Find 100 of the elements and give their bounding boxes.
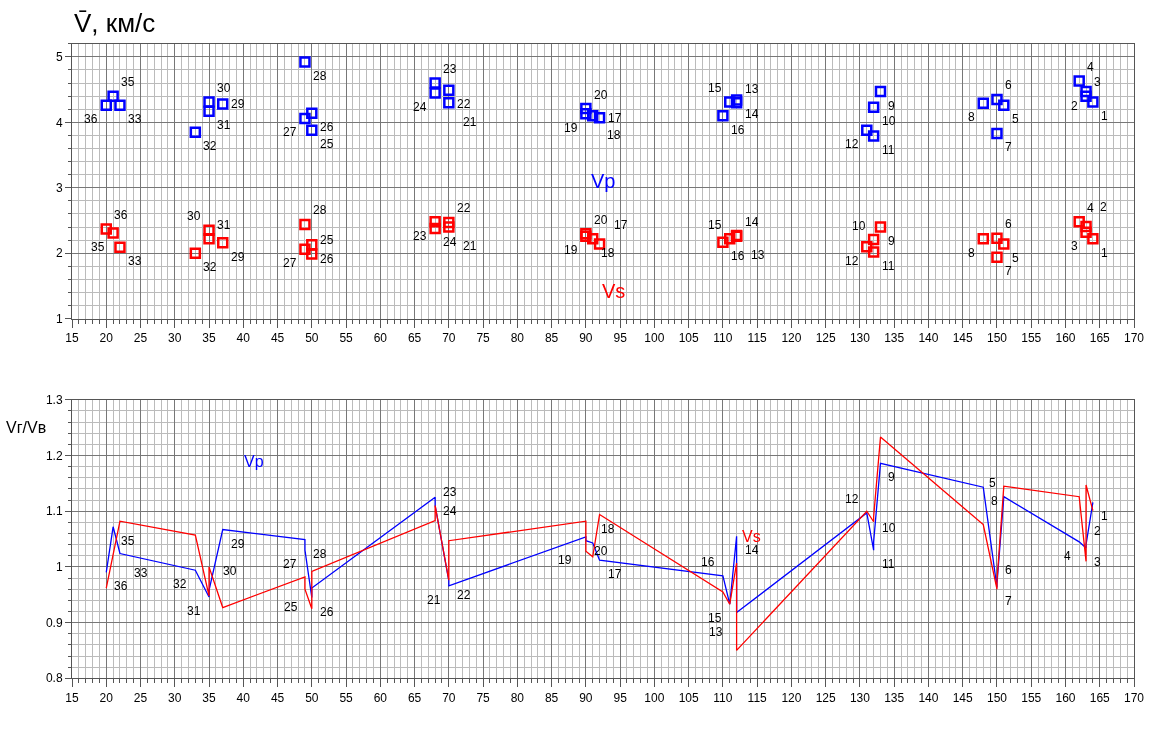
annotation: 28 [313, 69, 327, 83]
annotation: 22 [457, 97, 471, 111]
annotation: 17 [614, 218, 628, 232]
annotation: 33 [128, 254, 142, 268]
annotation: 2 [1100, 200, 1107, 214]
annotation: 30 [223, 564, 237, 578]
annotation: 12 [845, 137, 859, 151]
annotation: 12 [845, 254, 859, 268]
x-tick-label: 45 [270, 331, 285, 346]
annotation: 12 [845, 492, 859, 506]
y-tick-label: 5 [55, 50, 63, 65]
annotation: 36 [114, 579, 128, 593]
annotation: 18 [601, 522, 615, 536]
x-tick-label: 95 [613, 690, 628, 705]
y-tick-label: 3 [55, 180, 63, 195]
annotation: 19 [564, 121, 578, 135]
x-tick-label: 150 [986, 331, 1008, 346]
x-tick-label: 165 [1089, 690, 1111, 705]
annotation: 10 [852, 219, 866, 233]
x-tick-label: 80 [510, 690, 525, 705]
x-tick-label: 85 [544, 690, 559, 705]
annotation: 2 [1071, 99, 1078, 113]
x-tick-label: 50 [305, 331, 319, 346]
annotation: 16 [731, 249, 745, 263]
annotation: 13 [751, 248, 765, 262]
annotation: 16 [701, 555, 715, 569]
annotation: 21 [463, 115, 477, 129]
annotation: 22 [457, 201, 471, 215]
annotation: 31 [187, 604, 201, 618]
x-tick-label: 55 [339, 331, 354, 346]
annotation: 31 [217, 118, 231, 132]
x-tick-label: 170 [1123, 690, 1145, 705]
annotation: 33 [128, 112, 142, 126]
annotation: 14 [745, 215, 759, 229]
annotation: 23 [413, 229, 427, 243]
annotation: 4 [1087, 60, 1094, 74]
x-tick-label: 130 [849, 331, 871, 346]
x-tick-label: 40 [236, 331, 251, 346]
annotation: 35 [91, 240, 105, 254]
series-label: Vs [602, 280, 626, 302]
annotation: 10 [882, 114, 896, 128]
annotation: 19 [558, 553, 572, 567]
annotation: 15 [708, 218, 722, 232]
y-tick-label: 4 [55, 115, 63, 130]
annotation: 11 [882, 143, 895, 157]
annotation: 11 [882, 557, 895, 571]
x-tick-label: 75 [476, 690, 491, 705]
x-tick-label: 120 [781, 690, 802, 705]
annotation: 26 [320, 252, 334, 266]
x-tick-label: 70 [442, 331, 456, 346]
x-tick-label: 25 [133, 331, 148, 346]
x-tick-label: 105 [678, 331, 699, 346]
x-tick-label: 95 [613, 331, 628, 346]
x-tick-label: 150 [986, 690, 1008, 705]
annotation: 29 [231, 250, 245, 264]
annotation: 35 [121, 75, 135, 89]
x-tick-label: 60 [373, 690, 388, 705]
x-tick-label: 30 [168, 331, 182, 346]
x-tick-label: 35 [202, 331, 217, 346]
x-tick-label: 75 [476, 331, 491, 346]
annotation: 5 [1012, 112, 1019, 126]
annotation: 35 [121, 534, 135, 548]
x-tick-label: 60 [373, 331, 388, 346]
annotation: 6 [1005, 78, 1012, 92]
annotation: 17 [608, 567, 622, 581]
annotation: 26 [320, 605, 334, 619]
annotation: 2 [1094, 524, 1101, 538]
annotation: 31 [217, 218, 231, 232]
annotation: 3 [1094, 555, 1101, 569]
x-tick-label: 40 [236, 690, 251, 705]
annotation: 3 [1071, 239, 1078, 253]
annotation: 16 [731, 123, 745, 137]
annotation: 7 [1005, 264, 1012, 278]
y-tick-label: 0.8 [45, 671, 63, 686]
x-tick-label: 120 [781, 331, 802, 346]
y-tick-label: 0.9 [45, 615, 63, 630]
x-tick-label: 155 [1021, 331, 1042, 346]
y-tick-label: 2 [55, 246, 63, 261]
x-tick-label: 145 [952, 331, 974, 346]
y-tick-label: 1.2 [45, 448, 63, 463]
annotation: 15 [708, 81, 722, 95]
annotation: 28 [313, 203, 327, 217]
annotation: 4 [1064, 549, 1071, 563]
annotation: 19 [564, 243, 578, 257]
x-tick-label: 65 [407, 331, 422, 346]
x-tick-label: 130 [849, 690, 871, 705]
annotation: 30 [217, 81, 231, 95]
annotation: 9 [888, 234, 895, 248]
y-tick-label: 1 [55, 560, 63, 575]
x-tick-label: 110 [713, 331, 733, 346]
annotation: 36 [114, 208, 128, 222]
annotation: 7 [1005, 594, 1012, 608]
x-tick-label: 165 [1089, 331, 1111, 346]
x-tick-label: 145 [952, 690, 974, 705]
y-axis-title: V̄, км/с [74, 8, 156, 38]
x-tick-label: 105 [678, 690, 699, 705]
x-tick-label: 135 [884, 690, 905, 705]
annotation: 27 [283, 557, 297, 571]
annotation: 24 [443, 235, 457, 249]
annotation: 26 [320, 120, 334, 134]
